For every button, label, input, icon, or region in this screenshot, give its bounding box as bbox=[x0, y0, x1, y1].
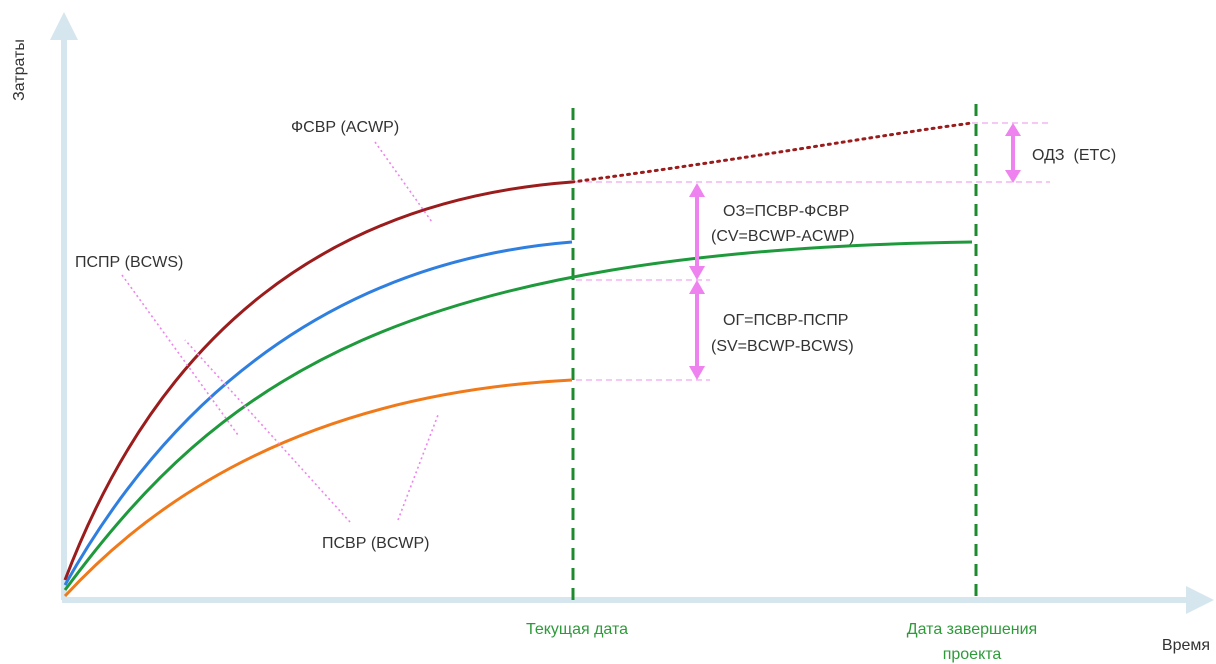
annotation-cv-line2: (CV=BCWP-ACWP) bbox=[711, 228, 855, 245]
sv-arrow bbox=[689, 280, 705, 380]
x-axis-arrow bbox=[1186, 586, 1214, 614]
etc-arrow bbox=[1005, 123, 1021, 183]
pointer-bcwp-right bbox=[397, 414, 439, 521]
curve-orange bbox=[63, 378, 573, 598]
x-axis-label: Время bbox=[1162, 637, 1210, 654]
annotation-etc: ОДЗ (ETC) bbox=[1032, 147, 1116, 164]
curve-acwp bbox=[63, 180, 573, 581]
label-bcws: ПСПР (BCWS) bbox=[75, 254, 183, 271]
y-axis-arrow bbox=[50, 12, 78, 40]
annotation-sv-line1: ОГ=ПСВР-ПСПР bbox=[723, 312, 848, 329]
completion-date-label-line1: Дата завершения bbox=[907, 621, 1037, 638]
cv-arrow bbox=[689, 183, 705, 280]
curve-acwp-forecast bbox=[570, 121, 974, 184]
guide-lines bbox=[576, 122, 1050, 381]
label-bcwp: ПСВР (BCWP) bbox=[322, 535, 430, 552]
annotation-sv-line2: (SV=BCWP-BCWS) bbox=[711, 338, 854, 355]
curve-bcws bbox=[63, 240, 573, 586]
annotation-cv-line1: ОЗ=ПСВР-ФСВР bbox=[723, 203, 849, 220]
completion-date-label-line2: проекта bbox=[943, 646, 1002, 663]
pointer-bcws bbox=[121, 274, 239, 436]
label-pointers bbox=[121, 141, 439, 523]
current-date-label: Текущая дата bbox=[526, 621, 628, 638]
pointer-bcwp-left bbox=[184, 339, 351, 523]
axes bbox=[50, 12, 1214, 614]
y-axis-label: Затраты bbox=[11, 39, 28, 101]
curve-bcwp bbox=[63, 240, 973, 591]
label-acwp: ФСВР (ACWP) bbox=[291, 119, 399, 136]
pointer-acwp bbox=[374, 141, 433, 223]
